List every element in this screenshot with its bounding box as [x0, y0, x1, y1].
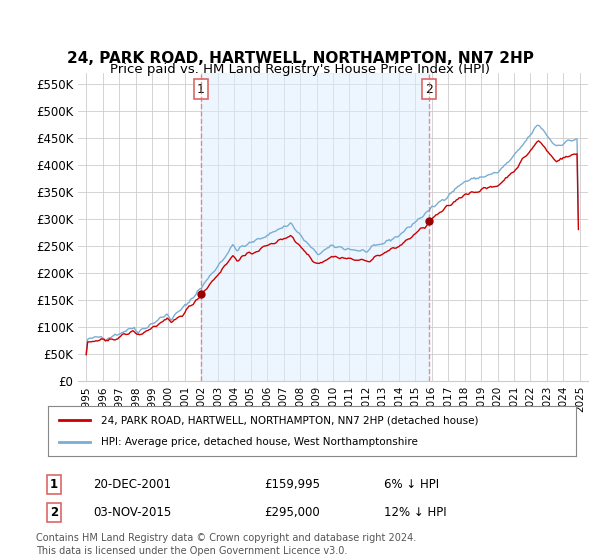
Text: 2: 2	[50, 506, 58, 519]
Text: 1: 1	[50, 478, 58, 491]
Text: 6% ↓ HPI: 6% ↓ HPI	[384, 478, 439, 491]
Text: Contains HM Land Registry data © Crown copyright and database right 2024.
This d: Contains HM Land Registry data © Crown c…	[36, 533, 416, 556]
Text: HPI: Average price, detached house, West Northamptonshire: HPI: Average price, detached house, West…	[101, 437, 418, 447]
Text: 24, PARK ROAD, HARTWELL, NORTHAMPTON, NN7 2HP: 24, PARK ROAD, HARTWELL, NORTHAMPTON, NN…	[67, 52, 533, 66]
Text: 03-NOV-2015: 03-NOV-2015	[93, 506, 171, 519]
Text: Price paid vs. HM Land Registry's House Price Index (HPI): Price paid vs. HM Land Registry's House …	[110, 63, 490, 77]
Text: 2: 2	[425, 82, 433, 96]
Text: 12% ↓ HPI: 12% ↓ HPI	[384, 506, 446, 519]
Text: £295,000: £295,000	[264, 506, 320, 519]
Text: 20-DEC-2001: 20-DEC-2001	[93, 478, 171, 491]
Text: 24, PARK ROAD, HARTWELL, NORTHAMPTON, NN7 2HP (detached house): 24, PARK ROAD, HARTWELL, NORTHAMPTON, NN…	[101, 415, 478, 425]
Text: 1: 1	[197, 82, 205, 96]
Bar	[201, 73, 429, 381]
Text: £159,995: £159,995	[264, 478, 320, 491]
